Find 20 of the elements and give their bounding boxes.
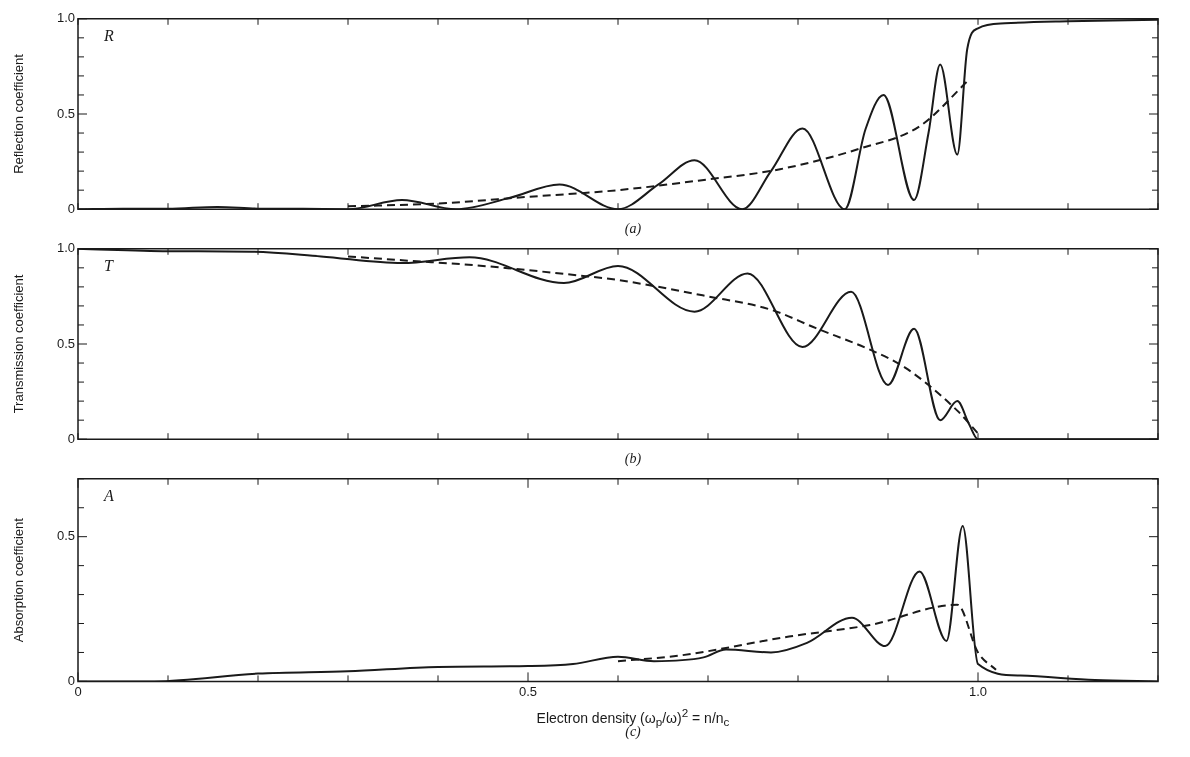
- y-axis-title: Reflection coefficient: [11, 53, 27, 174]
- annotation: R: [103, 27, 114, 44]
- annotation: T: [104, 257, 114, 274]
- text: (a): [623, 220, 643, 238]
- annotation: A: [103, 487, 114, 504]
- y-tick-label: 0: [67, 200, 75, 216]
- text: (b): [623, 450, 643, 468]
- y-axis-title: Absorption coefficient: [11, 517, 27, 643]
- x-tick-label: 1.0: [968, 683, 988, 699]
- line-series: [617, 603, 997, 671]
- y-axis-title: Transmission coefficient: [11, 274, 27, 414]
- x-tick-label: 0.5: [518, 683, 538, 699]
- y-tick-label: 1.0: [56, 240, 75, 256]
- y-tick-label: 0: [67, 672, 75, 688]
- y-tick-label: 0: [67, 430, 75, 446]
- y-tick-label: 0.5: [56, 105, 75, 121]
- y-tick-label: 1.0: [56, 10, 75, 26]
- y-tick-label: 0.5: [56, 528, 75, 544]
- text: (c): [625, 724, 641, 739]
- y-tick-label: 0.5: [56, 335, 75, 351]
